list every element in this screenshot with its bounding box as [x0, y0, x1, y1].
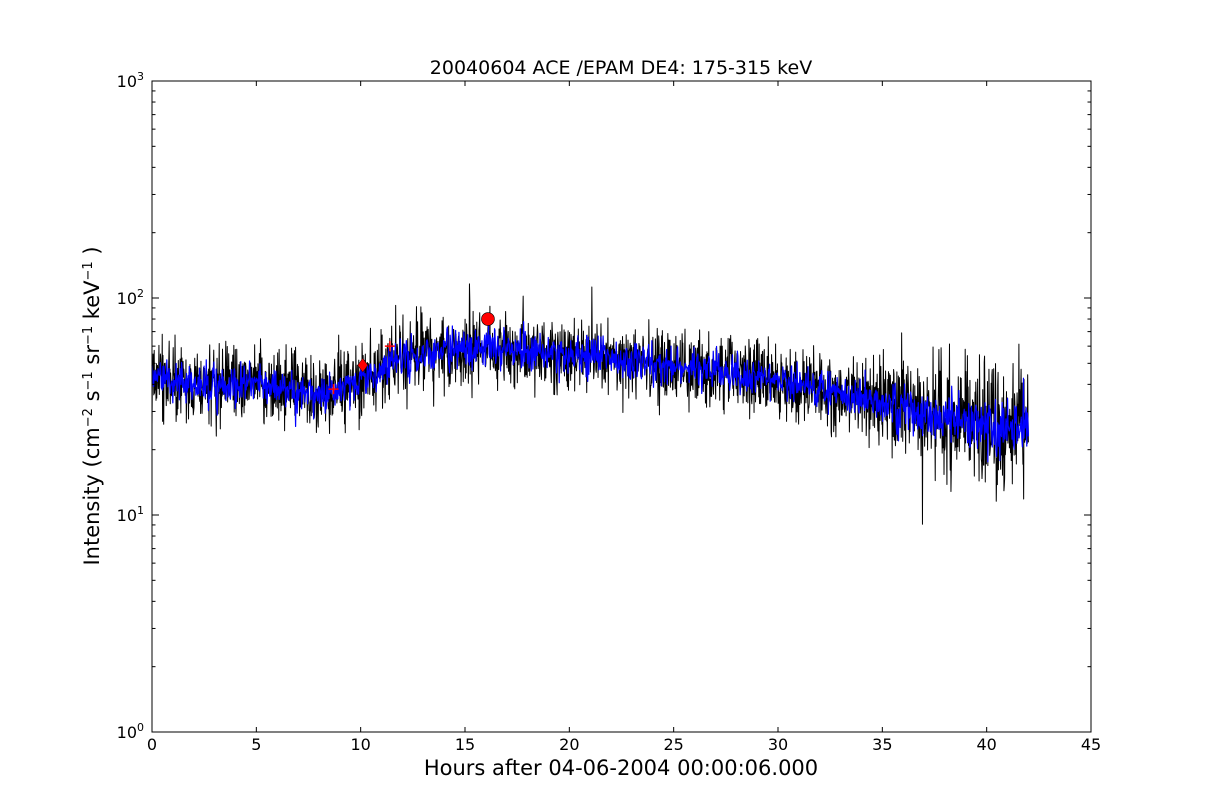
x-tick-label: 45 — [1081, 735, 1101, 754]
x-tick-label: 10 — [350, 735, 370, 754]
x-tick-label: 20 — [559, 735, 579, 754]
y-tick-label: 103 — [117, 70, 144, 91]
x-tick-label: 30 — [768, 735, 788, 754]
chart-title: 20040604 ACE /EPAM DE4: 175-315 keV — [430, 57, 812, 79]
x-tick-label: 35 — [872, 735, 892, 754]
y-tick-label: 101 — [117, 504, 144, 525]
y-tick-label: 100 — [117, 721, 144, 742]
x-axis-label: Hours after 04-06-2004 00:00:06.000 — [424, 756, 818, 780]
tick-layer: 0 5 10 15 20 25 30 35 40 45 100 101 102 103 — [117, 70, 1102, 754]
event-marker-diamond — [357, 357, 369, 373]
data-layer — [151, 283, 1029, 525]
x-tick-label: 25 — [663, 735, 683, 754]
event-marker-plus — [384, 341, 395, 352]
y-tick-label: 102 — [117, 287, 144, 308]
event-marker-plus — [328, 384, 339, 395]
plot-frame — [151, 80, 1092, 733]
series-line-smoothed — [151, 320, 1029, 463]
x-tick-label: 5 — [251, 735, 261, 754]
y-axis-label: Intensity (cm−2 s−1 sr−1 keV−1 ) — [80, 246, 104, 565]
x-tick-label: 15 — [455, 735, 475, 754]
event-marker-circle — [481, 312, 495, 326]
x-tick-label: 40 — [976, 735, 996, 754]
marker-layer — [328, 312, 495, 395]
x-tick-label: 0 — [147, 735, 157, 754]
